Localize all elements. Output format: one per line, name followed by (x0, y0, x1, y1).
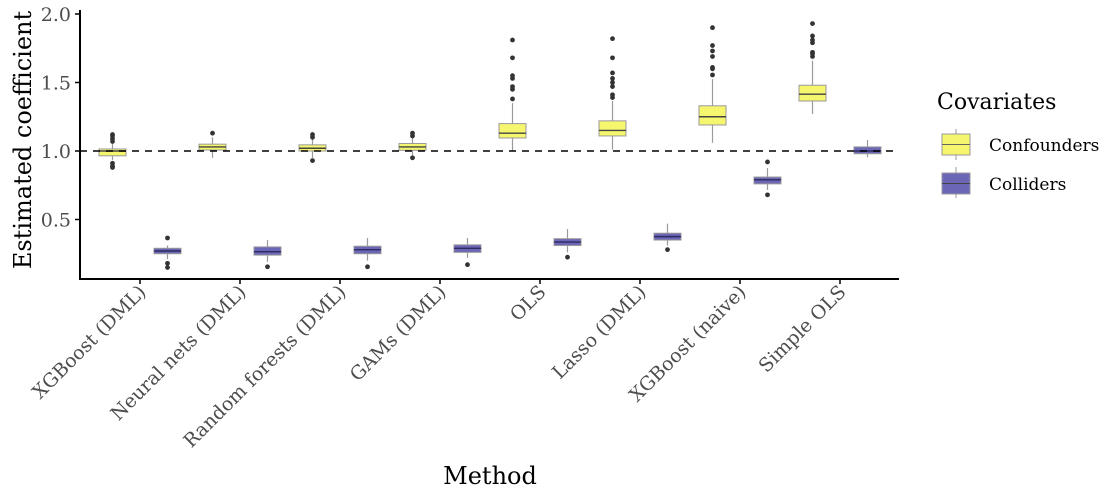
outlier-point (710, 48, 715, 54)
box-confounders (498, 37, 527, 151)
x-ticks: XGBoost (DML)Neural nets (DML)Random for… (28, 279, 851, 452)
outlier-point (610, 55, 615, 61)
y-tick-label: 0.5 (41, 210, 71, 232)
legend-label-colliders: Colliders (989, 175, 1066, 195)
outlier-point (665, 247, 670, 253)
box-confounders (398, 130, 427, 161)
outlier-point (710, 72, 715, 78)
box-colliders (653, 223, 682, 253)
outlier-point (610, 75, 615, 81)
outlier-point (465, 262, 470, 268)
y-axis-title: Estimated coefficient (9, 10, 37, 269)
x-tick-label: Simple OLS (754, 281, 850, 377)
outlier-point (410, 155, 415, 161)
outlier-point (510, 96, 515, 102)
box-iqr (498, 123, 527, 139)
box-colliders (853, 140, 882, 158)
box-confounders (598, 36, 627, 150)
outlier-point (810, 49, 815, 55)
x-tick-label: Random forests (DML) (179, 281, 350, 452)
outlier-point (810, 33, 815, 39)
outlier-point (710, 65, 715, 70)
box-confounders (698, 25, 727, 143)
outlier-point (610, 36, 615, 42)
box-colliders (753, 159, 782, 198)
x-tick-label: GAMs (DML) (346, 281, 451, 386)
legend-label-confounders: Confounders (989, 136, 1099, 156)
outlier-point (810, 21, 815, 26)
x-axis-title: Method (443, 462, 537, 489)
legend-item-colliders: Colliders (941, 167, 1066, 198)
outlier-point (410, 130, 415, 136)
outlier-point (310, 132, 315, 137)
outlier-point (710, 25, 715, 31)
outlier-point (165, 235, 170, 241)
plot-area (98, 21, 882, 270)
box-iqr (698, 105, 727, 126)
legend-title: Covariates (937, 90, 1056, 115)
outlier-point (265, 264, 270, 270)
outlier-point (165, 265, 170, 270)
box-colliders (553, 229, 582, 260)
y-ticks: 0.5 1.0 1.5 2.0 (41, 4, 80, 232)
legend: Covariates Confounders Colliders (937, 90, 1099, 198)
outlier-point (710, 43, 715, 48)
outlier-point (510, 73, 515, 79)
box-iqr (98, 148, 127, 157)
outlier-point (610, 70, 615, 76)
box-confounders (198, 130, 227, 158)
outlier-point (765, 192, 770, 198)
outlier-point (510, 84, 515, 90)
box-colliders (453, 237, 482, 268)
box-iqr (798, 84, 827, 102)
box-colliders (253, 240, 282, 270)
series-confounders (98, 21, 827, 170)
outlier-point (110, 165, 115, 170)
outlier-point (310, 158, 315, 163)
outlier-point (565, 254, 570, 260)
box-confounders (298, 132, 327, 163)
box-colliders (153, 235, 182, 270)
outlier-point (810, 37, 815, 43)
x-tick-label: OLS (506, 281, 551, 326)
outlier-point (210, 130, 215, 136)
outlier-point (510, 37, 515, 43)
box-colliders (353, 237, 382, 270)
y-tick-label: 2.0 (41, 4, 71, 26)
outlier-point (110, 132, 115, 137)
outlier-point (165, 260, 170, 266)
y-tick-label: 1.5 (41, 73, 71, 95)
box-confounders (798, 21, 827, 115)
outlier-point (610, 84, 615, 90)
legend-item-confounders: Confounders (941, 129, 1099, 160)
outlier-point (765, 159, 770, 165)
box-iqr (598, 120, 627, 137)
outlier-point (510, 55, 515, 61)
outlier-point (710, 54, 715, 59)
series-colliders (153, 140, 882, 270)
outlier-point (610, 80, 615, 85)
outlier-point (365, 264, 370, 270)
x-tick-label: Lasso (DML) (548, 281, 651, 384)
y-tick-label: 1.0 (41, 141, 71, 163)
outlier-point (610, 92, 615, 98)
